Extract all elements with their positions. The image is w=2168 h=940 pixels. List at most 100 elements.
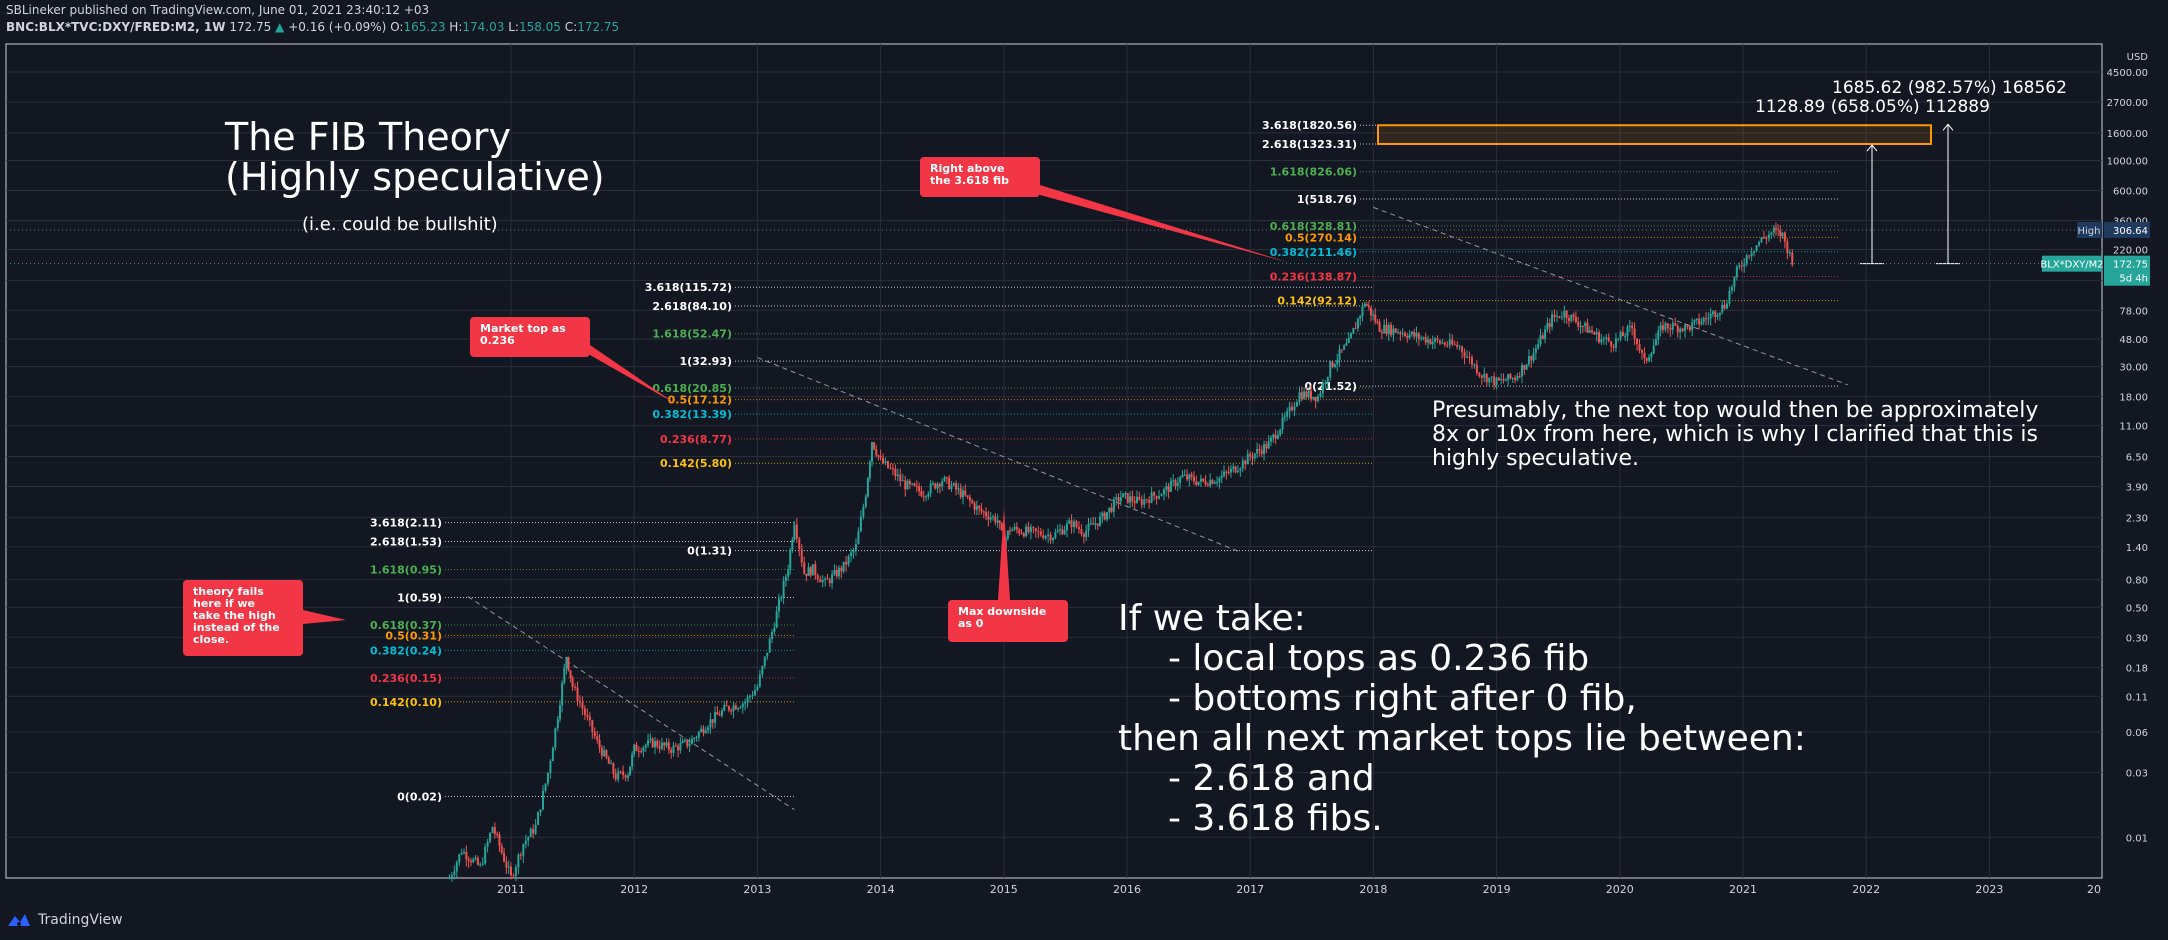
candle-body [1052, 537, 1055, 541]
candle-body [629, 766, 632, 776]
candle-body [1711, 311, 1714, 315]
candle-body [686, 740, 689, 747]
candle-body [1579, 325, 1582, 327]
fib-level-label: 0.382(211.46) [1270, 246, 1357, 259]
high-value: 174.03 [462, 20, 505, 34]
fib-level-label: 0.618(328.81) [1270, 220, 1357, 233]
candle-body [524, 840, 527, 845]
footer-brand[interactable]: TradingView [38, 912, 123, 928]
price-series [448, 222, 1794, 882]
candle-body [1468, 356, 1471, 358]
candle-body [463, 851, 466, 854]
candle-body [474, 857, 477, 860]
candle-body [1272, 434, 1275, 438]
symbol-value-bg [2104, 255, 2150, 286]
candle-body [1333, 364, 1336, 367]
fib-level-label: 0.142(5.80) [660, 457, 732, 470]
candle-body [505, 861, 508, 868]
symbol-name[interactable]: BNC:BLX*TVC:DXY/FRED:M2, 1W [6, 20, 226, 34]
candle-body [1570, 314, 1573, 321]
callout-box [183, 580, 303, 656]
price-tick-label: 2.30 [2126, 514, 2148, 525]
candle-body [1743, 264, 1746, 267]
candle-body [1167, 486, 1170, 492]
candle-body [966, 495, 969, 497]
candle-body [1138, 496, 1141, 500]
fib-level-label: 1(0.59) [397, 592, 442, 605]
candle-body [1645, 358, 1648, 361]
candle-body [1735, 266, 1738, 277]
candle-body [1410, 331, 1413, 335]
candle-body [1544, 329, 1547, 339]
candle-body [1165, 486, 1168, 490]
candle-body [809, 567, 812, 576]
candle-body [627, 775, 630, 778]
candle-body [486, 841, 489, 847]
candle-body [1022, 533, 1025, 537]
candle-body [833, 570, 836, 575]
callout-pointer [998, 508, 1010, 600]
candle-body [527, 837, 530, 841]
candle-body [1263, 444, 1266, 454]
candle-body [665, 742, 668, 746]
candle-body [1150, 492, 1153, 503]
candle-body [847, 555, 850, 565]
candle-body [1267, 441, 1270, 449]
candle-body [1258, 449, 1261, 451]
chart-note-title-2: (Highly speculative) [225, 155, 605, 199]
candle-body [660, 742, 663, 749]
measure-arrow-icon [1866, 144, 1878, 152]
candle-body [1218, 477, 1221, 482]
candle-body [992, 516, 995, 518]
candle-body [787, 570, 790, 577]
candle-body [1020, 533, 1023, 535]
candle-body [1061, 529, 1064, 535]
candle-body [1136, 496, 1139, 504]
candle-body [950, 485, 953, 490]
candle-body [1176, 482, 1179, 487]
candle-body [644, 745, 647, 748]
trend-lines [467, 206, 1848, 811]
candle-body [1534, 348, 1537, 353]
candle-body [1728, 290, 1731, 304]
candle-body [1321, 383, 1324, 394]
candle-body [1470, 357, 1473, 365]
if-we-take-note-line: - 3.618 fibs. [1168, 798, 1383, 839]
candle-body [1075, 521, 1078, 527]
candle-body [1085, 530, 1088, 538]
candle-body [1602, 338, 1605, 340]
candle-body [1063, 530, 1066, 535]
candle-body [884, 461, 887, 464]
candle-body [1598, 332, 1601, 343]
candle-body [1693, 320, 1696, 323]
candle-body [814, 564, 817, 576]
time-tick-label: 2013 [743, 883, 771, 896]
candle-body [1755, 245, 1758, 251]
candle-body [857, 531, 860, 545]
candle-body [1117, 497, 1120, 502]
candle-body [925, 496, 928, 498]
price-tick-label: 0.18 [2126, 663, 2148, 674]
candle-body [1443, 342, 1446, 345]
candle-body [1502, 378, 1505, 381]
candle-body [651, 738, 654, 748]
price-tick-label: 600.00 [2113, 186, 2148, 197]
candle-body [1390, 324, 1393, 336]
time-tick-label: 2016 [1113, 883, 1141, 896]
tradingview-logo-icon [8, 914, 30, 926]
candle-body [934, 483, 937, 489]
candle-body [556, 719, 559, 729]
candle-body [1291, 406, 1294, 411]
candle-body [1350, 333, 1353, 338]
candle-body [1192, 476, 1195, 482]
candle-body [879, 455, 882, 458]
candle-body [938, 483, 941, 487]
candle-body [1204, 480, 1207, 485]
callout-text: here if we [193, 597, 255, 610]
candle-body [677, 746, 680, 751]
candle-body [635, 744, 638, 751]
fib-level-label: 1.618(826.06) [1270, 166, 1357, 179]
price-tick-label: 1600.00 [2107, 129, 2148, 140]
candle-body [448, 878, 451, 880]
